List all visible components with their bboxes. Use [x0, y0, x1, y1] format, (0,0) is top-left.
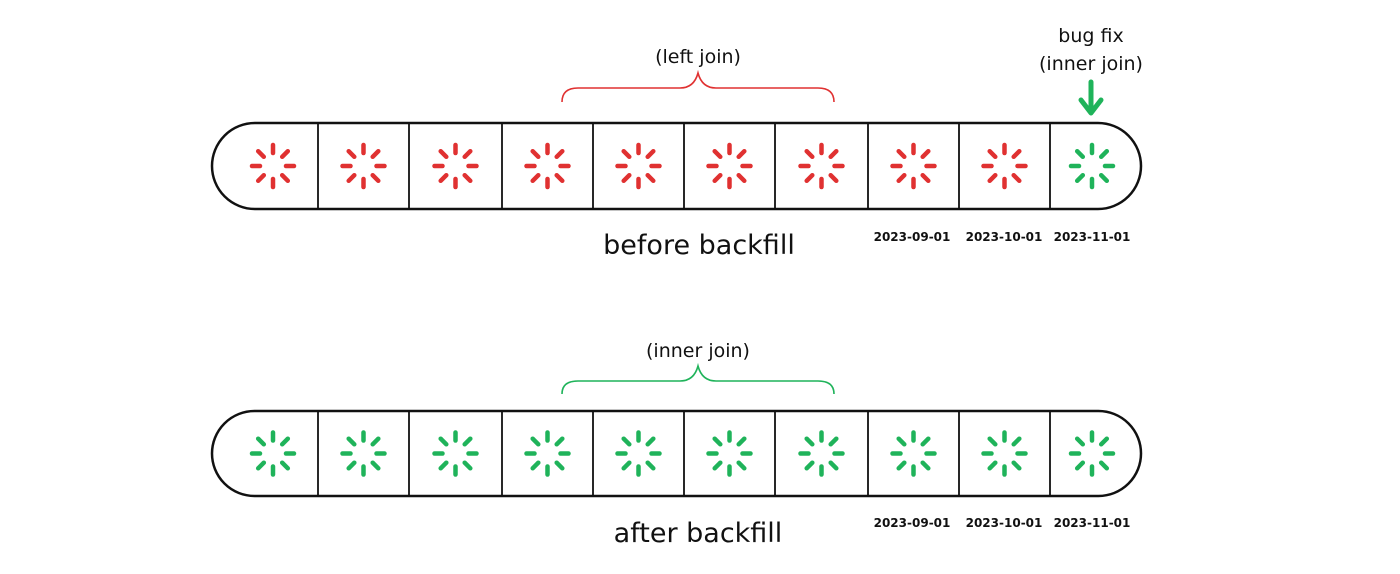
- after-cell-1-loading-spinner-icon: [249, 430, 297, 477]
- after-timeline: [210, 409, 1143, 498]
- after-date-1: 2023-09-01: [874, 516, 951, 530]
- before-date-2: 2023-10-01: [966, 230, 1043, 244]
- after-cell-10-loading-spinner-icon: [1068, 430, 1116, 477]
- after-section: (inner join) after backfill 2023-09-01 2…: [210, 340, 1143, 549]
- bug-fix-title: bug fix: [1058, 25, 1123, 47]
- before-section: (left join) before backfill 2023-09-01 2…: [210, 25, 1143, 261]
- bug-fix-subtitle: (inner join): [1039, 53, 1143, 75]
- before-cell-8-loading-spinner-icon: [890, 142, 937, 190]
- before-timeline: [210, 121, 1143, 211]
- before-cell-1-loading-spinner-icon: [249, 142, 297, 190]
- after-cell-5-loading-spinner-icon: [615, 430, 662, 477]
- before-cell-7-loading-spinner-icon: [798, 142, 845, 190]
- after-date-3: 2023-11-01: [1054, 516, 1131, 530]
- before-cell-2-loading-spinner-icon: [340, 142, 387, 190]
- arrow-down-icon: [1078, 79, 1104, 116]
- before-cell-9-loading-spinner-icon: [981, 142, 1028, 190]
- after-cell-7-loading-spinner-icon: [798, 430, 845, 477]
- before-timeline-frame: [210, 121, 1143, 211]
- before-date-1: 2023-09-01: [874, 230, 951, 244]
- before-cell-10-loading-spinner-icon: [1068, 142, 1116, 190]
- before-caption: before backfill: [603, 230, 795, 261]
- after-brace-label: (inner join): [646, 340, 750, 362]
- before-cell-3-loading-spinner-icon: [432, 142, 479, 190]
- after-cell-8-loading-spinner-icon: [890, 430, 937, 477]
- after-cell-3-loading-spinner-icon: [432, 430, 479, 477]
- after-timeline-frame: [210, 409, 1143, 498]
- after-brace: [561, 362, 835, 395]
- after-caption: after backfill: [614, 518, 783, 549]
- before-date-3: 2023-11-01: [1054, 230, 1131, 244]
- after-date-2: 2023-10-01: [966, 516, 1043, 530]
- after-cell-2-loading-spinner-icon: [340, 430, 387, 477]
- after-cell-6-loading-spinner-icon: [706, 430, 753, 477]
- after-cell-9-loading-spinner-icon: [981, 430, 1028, 477]
- before-brace-label: (left join): [655, 46, 741, 68]
- bug-fix-annotation: bug fix (inner join): [1039, 25, 1143, 116]
- before-cell-6-loading-spinner-icon: [706, 142, 753, 190]
- after-cell-4-loading-spinner-icon: [524, 430, 571, 477]
- before-cell-4-loading-spinner-icon: [524, 142, 571, 190]
- before-cell-5-loading-spinner-icon: [615, 142, 662, 190]
- before-brace: [561, 69, 835, 103]
